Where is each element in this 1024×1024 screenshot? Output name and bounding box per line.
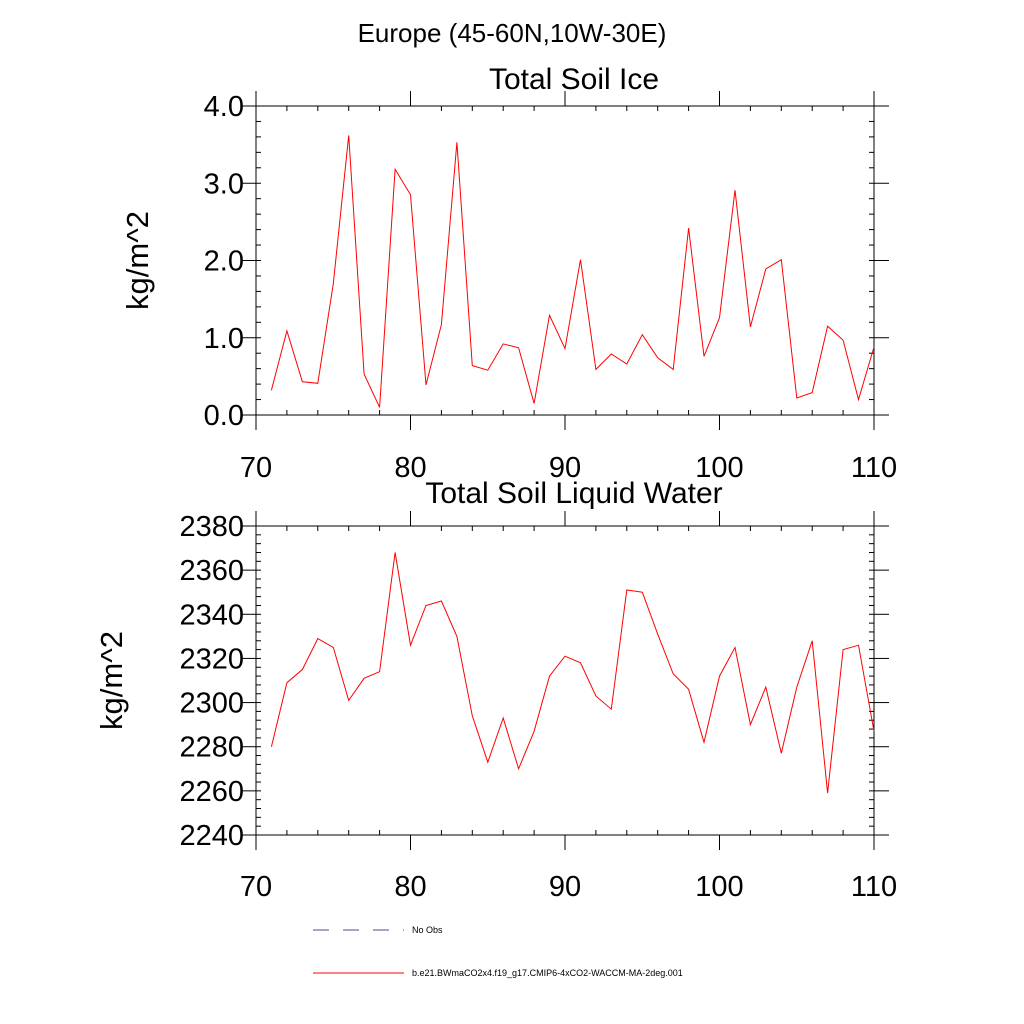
chart0-y-tick-label: 2.0 [204,246,244,278]
chart0-y-tick-label: 4.0 [204,91,244,123]
chart1-x-tick-label: 100 [695,871,743,903]
chart0-x-tick-label: 100 [695,452,743,484]
chart1-y-tick-label: 2320 [179,643,244,675]
chart1-x-tick-label: 90 [549,871,581,903]
legend: No Obs b.e21.BWmaCO2x4.f19_g17.CMIP6-4xC… [313,925,683,978]
legend-label-model-run: b.e21.BWmaCO2x4.f19_g17.CMIP6-4xCO2-WACC… [412,968,683,978]
chart0-x-tick-label: 90 [549,452,581,484]
chart1-x-tick-label: 70 [240,871,272,903]
panel-total-soil-ice: 0.0 1.0 2.0 3.0 4.0 70 80 90 100 110 Total Soil Ic… [120,63,897,484]
panel-total-soil-liquid-water: 2240 2260 2280 2300 2320 2340 2360 2380 70 80 90 10… [94,477,897,903]
chart1-y-tick-label: 2260 [179,776,244,808]
chart1-x-tick-label: 80 [394,871,426,903]
chart1-y-tick-label: 2240 [179,820,244,852]
chart0-x-tick-label: 80 [394,452,426,484]
chart1-plot-frame [255,525,875,836]
chart0-y-axis-label: kg/m^2 [120,211,155,310]
chart0-y-tick-label: 3.0 [204,168,244,200]
chart0-y-tick-label: 1.0 [204,323,244,355]
chart1-y-tick-label: 2380 [179,511,244,543]
chart0-series-line-0 [270,135,875,408]
chart0-title: Total Soil Ice [489,63,659,96]
legend-label-no-obs: No Obs [412,925,443,935]
chart1-y-tick-label: 2280 [179,732,244,764]
chart0-x-tick-label: 70 [240,452,272,484]
chart1-x-tick-label: 110 [851,871,897,903]
chart1-series-line-0 [270,552,875,794]
figure-title: Europe (45-60N,10W-30E) [358,18,667,48]
chart0-y-tick-label: 0.0 [204,400,244,432]
chart0-x-tick-label: 110 [851,452,897,484]
chart1-title: Total Soil Liquid Water [425,477,722,510]
chart1-y-axis-label: kg/m^2 [94,631,129,730]
chart1-y-tick-label: 2300 [179,688,244,720]
chart1-y-tick-label: 2360 [179,555,244,587]
chart1-y-tick-label: 2340 [179,599,244,631]
